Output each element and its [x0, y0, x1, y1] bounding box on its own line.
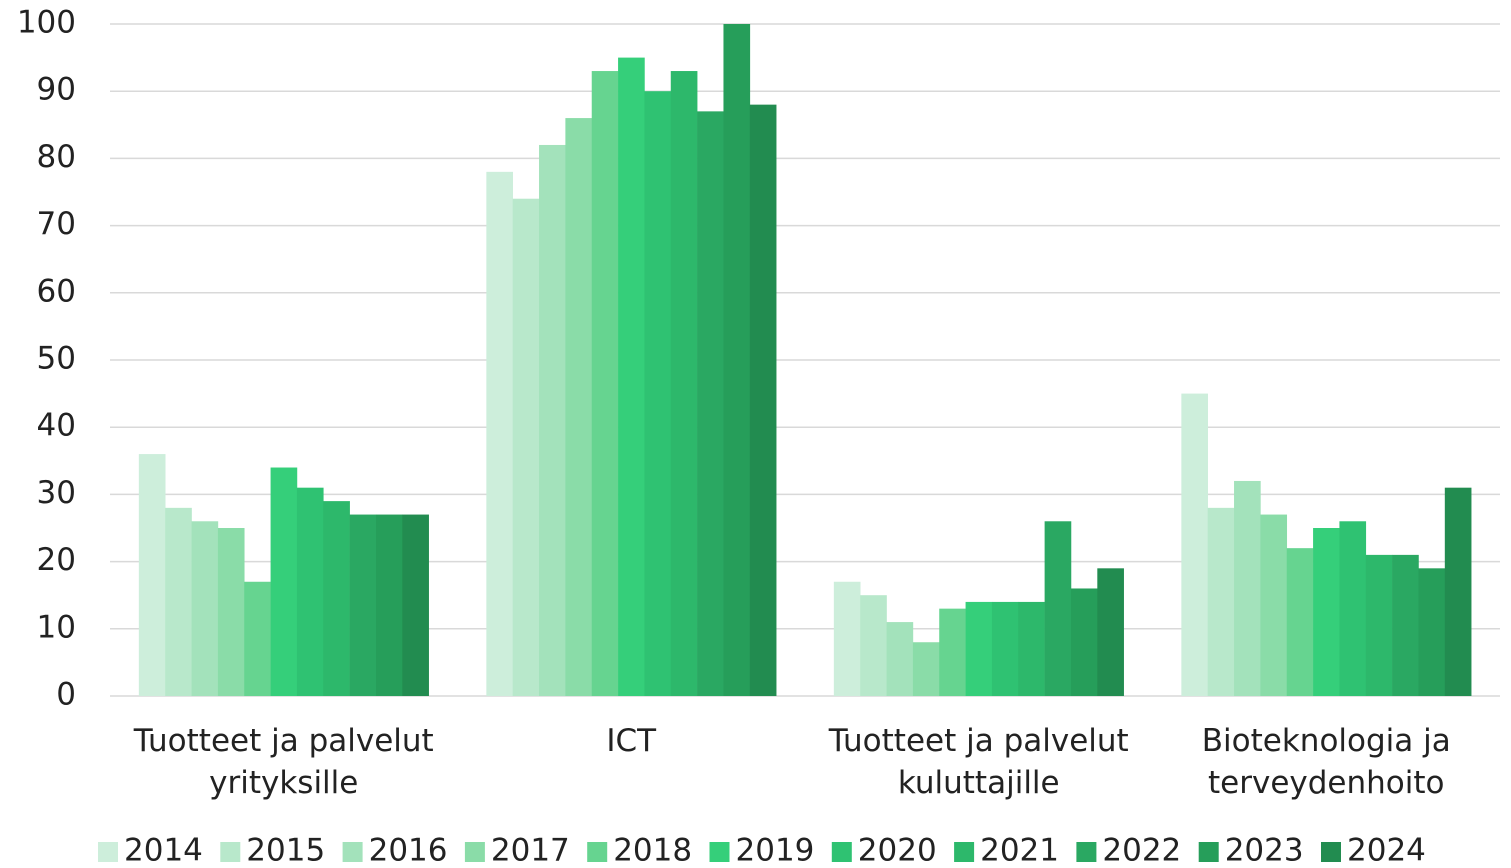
legend-swatch — [1198, 842, 1219, 862]
y-tick-label: 60 — [37, 273, 76, 309]
bar — [965, 601, 993, 696]
x-tick-label: ICT — [606, 723, 657, 759]
bar — [1365, 554, 1393, 696]
bar — [644, 91, 672, 696]
legend-swatch — [1076, 842, 1097, 862]
bar — [1044, 521, 1072, 696]
bar — [1181, 393, 1208, 696]
y-tick-label: 50 — [37, 341, 76, 377]
y-tick-label: 10 — [37, 609, 76, 645]
legend-label: 2024 — [1347, 833, 1426, 868]
bar — [1070, 588, 1098, 696]
bar — [991, 601, 1019, 696]
legend-swatch — [709, 842, 730, 862]
bar — [270, 467, 298, 696]
bar — [486, 171, 513, 697]
bar — [591, 71, 619, 697]
bar — [618, 57, 645, 697]
legend-swatch — [220, 842, 241, 862]
y-tick-label: 30 — [37, 475, 76, 511]
bar — [1207, 507, 1235, 696]
bar — [1339, 521, 1367, 696]
bar — [402, 514, 429, 696]
bar — [697, 111, 724, 697]
bar — [1313, 528, 1340, 696]
bar — [375, 514, 403, 696]
bar — [1234, 480, 1261, 696]
bar — [217, 528, 245, 696]
x-tick-label: Tuotteet ja palvelut kuluttajille — [828, 723, 1129, 801]
bar — [138, 454, 166, 696]
bar — [539, 144, 566, 696]
bar — [349, 514, 377, 696]
legend-label: 2022 — [1102, 833, 1181, 868]
legend-swatch — [464, 842, 485, 862]
bar — [1260, 514, 1288, 696]
y-tick-label: 80 — [37, 139, 76, 175]
legend-label: 2020 — [858, 833, 937, 868]
bar — [323, 501, 350, 696]
legend-swatch — [587, 842, 608, 862]
bar — [833, 581, 861, 696]
bar — [749, 104, 777, 696]
legend-swatch — [954, 842, 975, 862]
bar — [912, 642, 940, 696]
bar — [296, 487, 324, 696]
bar — [1392, 554, 1419, 696]
legend-label: 2023 — [1225, 833, 1304, 868]
y-tick-label: 90 — [37, 72, 76, 108]
legend-label: 2016 — [369, 833, 448, 868]
legend-label: 2021 — [980, 833, 1059, 868]
bar — [723, 24, 751, 696]
legend-label: 2015 — [246, 833, 325, 868]
bar — [860, 595, 887, 696]
bar — [1097, 568, 1124, 696]
bar — [191, 521, 219, 696]
bar — [244, 581, 271, 696]
legend-swatch — [1321, 842, 1341, 862]
x-tick-label: Bioteknologia ja terveydenhoito — [1202, 723, 1451, 801]
y-tick-label: 20 — [37, 542, 76, 578]
bar — [512, 198, 540, 696]
legend-label: 2018 — [613, 833, 692, 868]
legend-label: 2019 — [736, 833, 815, 868]
legend-label: 2017 — [491, 833, 570, 868]
legend-label: 2014 — [124, 833, 203, 868]
bar — [886, 622, 914, 696]
legend-swatch — [342, 842, 363, 862]
bar — [1018, 601, 1045, 696]
bar — [165, 507, 192, 696]
x-tick-label: Tuotteet ja palvelut yrityksille — [133, 723, 434, 801]
y-tick-label: 70 — [37, 206, 76, 242]
bar — [1418, 568, 1446, 696]
y-tick-label: 40 — [37, 408, 76, 444]
bar — [670, 71, 698, 697]
bar — [1286, 548, 1314, 696]
bar — [1444, 487, 1472, 696]
bar — [939, 608, 966, 696]
bar — [565, 118, 593, 696]
legend-swatch — [98, 842, 118, 862]
y-tick-label: 100 — [17, 5, 76, 41]
y-tick-label: 0 — [56, 677, 76, 713]
legend-swatch — [831, 842, 852, 862]
